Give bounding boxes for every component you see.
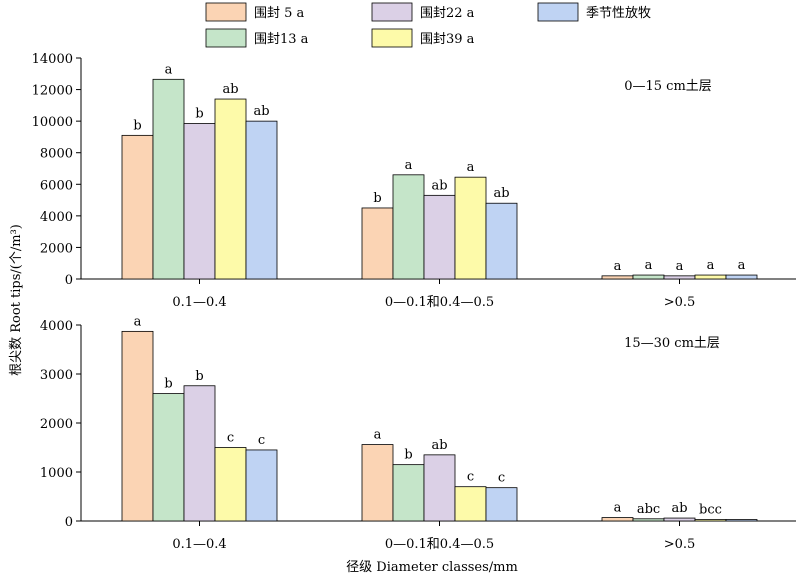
- significance-label: ab: [222, 82, 238, 97]
- bar: [152, 393, 185, 522]
- bar: [485, 202, 518, 280]
- significance-label: a: [405, 158, 413, 173]
- significance-label: a: [645, 258, 653, 273]
- bar: [663, 275, 696, 280]
- x-tick-label: >0.5: [664, 537, 696, 552]
- y-tick-label: 6000: [40, 178, 73, 193]
- y-tick-label: 0: [65, 515, 73, 530]
- x-tick-label: 0.1—0.4: [172, 537, 226, 552]
- significance-label: a: [165, 62, 173, 77]
- legend-label: 围封39 a: [420, 32, 475, 47]
- significance-label: a: [738, 258, 746, 273]
- bar: [725, 274, 758, 280]
- significance-label: abc: [637, 502, 660, 517]
- significance-label: c: [227, 431, 234, 446]
- bar: [183, 123, 216, 280]
- legend-label: 围封 5 a: [254, 6, 305, 21]
- legend-swatch: [205, 28, 247, 48]
- y-tick-label: 3000: [40, 368, 73, 383]
- bar: [361, 444, 394, 522]
- bar: [214, 447, 247, 522]
- significance-label: c: [258, 433, 265, 448]
- x-tick-label: 0—0.1和0.4—0.5: [385, 295, 494, 310]
- legend-swatch: [371, 2, 413, 22]
- y-tick-label: 2000: [40, 241, 73, 256]
- bar: [121, 330, 154, 522]
- panel-title: 0—15 cm土层: [624, 79, 712, 94]
- significance-label: ab: [431, 438, 447, 453]
- y-tick-label: 0: [65, 273, 73, 288]
- bar: [694, 519, 727, 522]
- significance-label: ab: [671, 501, 687, 516]
- significance-label: b: [373, 191, 381, 206]
- legend-label: 季节性放牧: [586, 6, 651, 21]
- bar: [183, 385, 216, 522]
- bar: [423, 194, 456, 280]
- bar: [245, 449, 278, 522]
- significance-label: a: [707, 258, 715, 273]
- legend-swatch: [371, 28, 413, 48]
- bar: [725, 519, 758, 522]
- bar: [245, 120, 278, 280]
- bar: [663, 517, 696, 522]
- significance-label: ab: [253, 104, 269, 119]
- legend: 围封 5 a 围封13 a 围封22 a 围封39 a 季节性放牧: [205, 2, 651, 48]
- bottom-panel: 0 1000 2000 3000 4000 0.1—0.4 0—0.1和0.4—0.5 >0.…: [40, 314, 796, 552]
- bar: [361, 207, 394, 280]
- y-tick-label: 12000: [32, 84, 73, 99]
- bar: [423, 454, 456, 522]
- significance-label: b: [404, 448, 412, 463]
- y-tick-label: 14000: [32, 52, 73, 67]
- significance-label: a: [614, 501, 622, 516]
- bar: [454, 486, 487, 522]
- legend-swatch: [205, 2, 247, 22]
- y-tick-label: 8000: [40, 147, 73, 162]
- bar: [632, 274, 665, 280]
- y-tick-label: 2000: [40, 417, 73, 432]
- significance-label: c: [467, 470, 474, 485]
- legend-swatch: [537, 2, 579, 22]
- bar: [454, 176, 487, 280]
- significance-label: c: [498, 471, 505, 486]
- bar: [214, 98, 247, 280]
- significance-label: b: [195, 107, 203, 122]
- significance-label: a: [374, 428, 382, 443]
- bar: [121, 134, 154, 280]
- bar: [392, 174, 425, 280]
- y-tick-label: 1000: [40, 466, 73, 481]
- bar: [485, 487, 518, 522]
- bar: [152, 78, 185, 280]
- y-tick-label: 10000: [32, 115, 73, 130]
- significance-label: b: [195, 369, 203, 384]
- significance-label: a: [134, 314, 142, 329]
- bar: [601, 275, 634, 280]
- significance-label: ab: [493, 186, 509, 201]
- significance-label: bcc: [699, 503, 722, 518]
- significance-label: b: [133, 118, 141, 133]
- bar: [392, 464, 425, 522]
- x-tick-label: 0.1—0.4: [172, 295, 226, 310]
- y-axis-label: 根尖数 Root tips/(个/m³): [9, 224, 24, 376]
- significance-label: a: [467, 160, 475, 175]
- bar: [632, 518, 665, 522]
- top-panel: 0 2000 4000 6000 8000 10000 12000 14000 0.1—0.4 0…: [32, 52, 796, 310]
- panel-title: 15—30 cm土层: [624, 336, 720, 351]
- significance-label: b: [164, 377, 172, 392]
- bar: [601, 517, 634, 522]
- significance-label: a: [614, 259, 622, 274]
- significance-label: a: [676, 259, 684, 274]
- significance-label: ab: [431, 178, 447, 193]
- legend-label: 围封13 a: [254, 32, 309, 47]
- bar: [694, 274, 727, 280]
- x-axis-label: 径级 Diameter classes/mm: [346, 560, 518, 575]
- y-tick-label: 4000: [40, 319, 73, 334]
- x-tick-label: 0—0.1和0.4—0.5: [385, 537, 494, 552]
- y-tick-label: 4000: [40, 210, 73, 225]
- legend-label: 围封22 a: [420, 6, 475, 21]
- x-tick-label: >0.5: [664, 295, 696, 310]
